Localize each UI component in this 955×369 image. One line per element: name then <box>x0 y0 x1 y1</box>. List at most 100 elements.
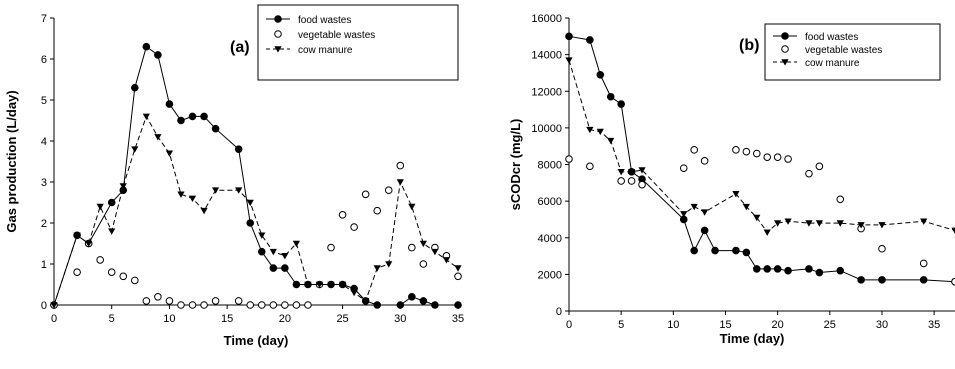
legend-label-cow-manure: cow manure <box>805 58 860 69</box>
data-point-food-wastes <box>805 265 813 273</box>
data-point-cow-manure <box>96 203 104 211</box>
panel-label: (b) <box>739 37 759 54</box>
data-point-cow-manure <box>805 220 813 227</box>
data-point-cow-manure <box>784 218 792 225</box>
data-point-food-wastes <box>165 100 174 108</box>
data-point-cow-manure <box>85 240 93 248</box>
data-point-food-wastes <box>292 280 301 289</box>
data-point-vegetable-wastes <box>257 301 266 309</box>
legend-label-food-wastes: food wastes <box>805 32 858 43</box>
data-point-cow-manure <box>188 195 197 202</box>
data-point-cow-manure <box>131 146 139 153</box>
legend-marker-cow-manure <box>781 59 789 66</box>
data-point-cow-manure <box>362 298 370 305</box>
data-point-food-wastes <box>454 301 462 309</box>
y-tick-label: 4000 <box>538 233 562 245</box>
data-point-vegetable-wastes <box>338 211 347 219</box>
data-point-cow-manure <box>258 232 266 239</box>
data-point-vegetable-wastes <box>200 301 208 309</box>
data-point-cow-manure <box>565 57 573 64</box>
data-point-food-wastes <box>565 32 573 41</box>
data-point-vegetable-wastes <box>396 161 405 170</box>
series-cow-manure <box>565 57 955 236</box>
data-point-vegetable-wastes <box>177 301 185 309</box>
data-point-vegetable-wastes <box>107 268 116 277</box>
data-point-cow-manure <box>774 220 782 227</box>
data-point-cow-manure <box>373 265 381 272</box>
data-point-food-wastes <box>700 226 709 235</box>
data-point-vegetable-wastes <box>73 268 81 277</box>
x-axis-label: Time (day) <box>720 331 785 346</box>
data-point-cow-manure <box>627 169 636 176</box>
data-point-food-wastes <box>211 124 220 133</box>
data-point-food-wastes <box>617 100 625 108</box>
data-point-cow-manure <box>408 203 416 211</box>
data-point-cow-manure <box>385 261 393 268</box>
data-point-food-wastes <box>419 297 428 305</box>
data-point-vegetable-wastes <box>350 223 358 231</box>
data-point-cow-manure <box>165 150 174 157</box>
data-point-vegetable-wastes <box>690 146 698 154</box>
data-point-vegetable-wastes <box>234 297 243 305</box>
data-point-food-wastes <box>257 247 266 256</box>
y-tick-label: 14000 <box>531 50 562 62</box>
data-point-vegetable-wastes <box>565 155 573 163</box>
data-point-vegetable-wastes <box>96 256 104 264</box>
data-point-food-wastes <box>200 112 208 121</box>
data-point-cow-manure <box>878 222 886 229</box>
data-point-food-wastes <box>269 264 278 272</box>
data-point-cow-manure <box>763 229 771 236</box>
data-point-food-wastes <box>142 42 151 51</box>
data-point-cow-manure <box>281 253 289 260</box>
y-tick-label: 5 <box>41 95 47 107</box>
panel-label: (a) <box>230 39 250 56</box>
data-point-vegetable-wastes <box>211 297 220 305</box>
data-point-cow-manure <box>617 169 625 176</box>
data-point-food-wastes <box>815 268 824 277</box>
x-tick-label: 0 <box>566 319 572 331</box>
legend-box <box>257 4 459 81</box>
data-point-vegetable-wastes <box>878 244 886 253</box>
data-point-cow-manure <box>836 220 844 227</box>
y-tick-label: 8000 <box>538 160 562 172</box>
data-point-cow-manure <box>732 191 740 198</box>
data-point-vegetable-wastes <box>269 301 278 309</box>
legend: food wastes vegetable wastes cow manure <box>257 4 459 81</box>
data-point-cow-manure <box>701 209 709 216</box>
x-tick-label: 10 <box>163 313 175 325</box>
legend-label-cow-manure: cow manure <box>298 45 353 56</box>
data-point-food-wastes <box>373 301 382 309</box>
data-point-cow-manure <box>50 302 58 309</box>
y-tick-label: 6 <box>41 54 47 66</box>
data-point-food-wastes <box>408 293 416 301</box>
y-tick-label: 16000 <box>531 13 562 25</box>
y-tick-label: 10000 <box>531 123 562 135</box>
legend-marker-food-wastes <box>781 32 789 40</box>
data-point-cow-manure <box>742 203 750 211</box>
data-point-cow-manure <box>304 281 312 289</box>
data-point-food-wastes <box>711 246 719 255</box>
series-line-cow-manure <box>568 59 955 233</box>
data-point-vegetable-wastes <box>304 301 312 309</box>
data-point-vegetable-wastes <box>679 164 688 172</box>
data-point-vegetable-wastes <box>617 177 625 185</box>
data-point-cow-manure <box>73 232 81 239</box>
x-tick-label: 15 <box>719 319 731 331</box>
data-point-food-wastes <box>742 248 751 257</box>
data-point-food-wastes <box>177 116 185 125</box>
data-point-vegetable-wastes <box>131 276 139 285</box>
data-point-vegetable-wastes <box>154 293 162 301</box>
data-point-food-wastes <box>396 301 405 309</box>
data-point-food-wastes <box>763 265 772 273</box>
data-point-cow-manure <box>269 248 277 256</box>
data-point-vegetable-wastes <box>752 149 761 158</box>
y-tick-label: 0 <box>556 306 562 318</box>
data-point-food-wastes <box>234 145 243 153</box>
data-point-food-wastes <box>246 219 255 227</box>
series-food-wastes <box>565 32 955 286</box>
data-point-food-wastes <box>131 83 139 92</box>
data-point-vegetable-wastes <box>638 180 646 189</box>
data-point-cow-manure <box>753 214 761 222</box>
y-tick-label: 3 <box>41 177 47 189</box>
data-point-vegetable-wastes <box>419 260 428 268</box>
